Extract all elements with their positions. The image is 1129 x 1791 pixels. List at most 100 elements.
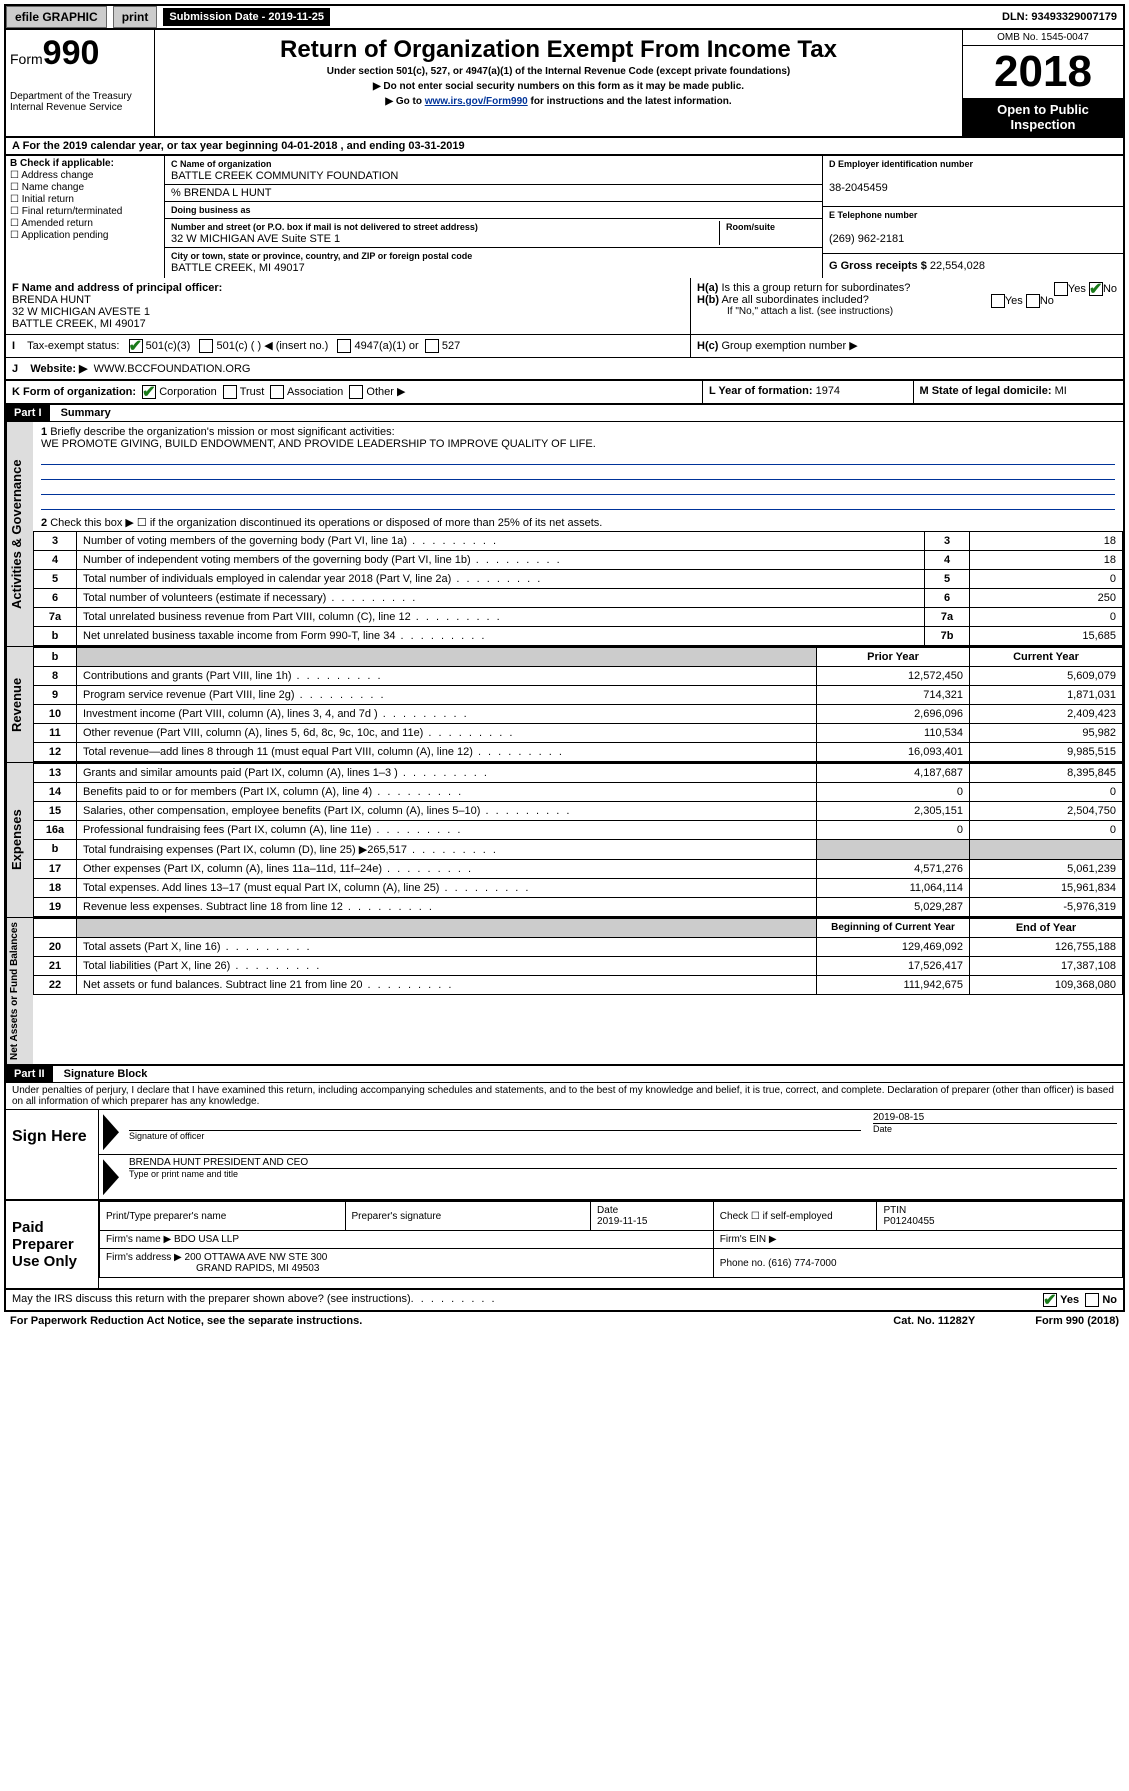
sig-officer-label: Signature of officer bbox=[129, 1130, 861, 1141]
chk-501c[interactable] bbox=[199, 339, 213, 353]
part1-title: Summary bbox=[53, 407, 111, 419]
vlabel-net: Net Assets or Fund Balances bbox=[6, 918, 33, 1064]
vlabel-expenses: Expenses bbox=[6, 763, 33, 917]
chk-name[interactable]: ☐ Name change bbox=[10, 182, 160, 193]
hb-no[interactable] bbox=[1026, 294, 1040, 308]
print-button[interactable]: print bbox=[113, 6, 158, 28]
chk-pending[interactable]: ☐ Application pending bbox=[10, 230, 160, 241]
q1: Briefly describe the organization's miss… bbox=[50, 426, 394, 438]
part2-header: Part II bbox=[6, 1066, 53, 1082]
irs-label: Internal Revenue Service bbox=[10, 102, 150, 113]
prep-date-label: Date bbox=[597, 1205, 618, 1216]
self-employed[interactable]: Check ☐ if self-employed bbox=[713, 1202, 877, 1231]
state-domicile: MI bbox=[1055, 385, 1067, 397]
b-label: B Check if applicable: bbox=[10, 158, 114, 169]
arrow-icon bbox=[103, 1114, 119, 1150]
top-bar: efile GRAPHIC print Submission Date - 20… bbox=[4, 4, 1125, 30]
j-label: Website: ▶ bbox=[30, 363, 87, 375]
chk-assoc[interactable] bbox=[270, 385, 284, 399]
city-state-zip: BATTLE CREEK, MI 49017 bbox=[171, 262, 305, 274]
form-title: Return of Organization Exempt From Incom… bbox=[159, 36, 958, 64]
firm-addr-label: Firm's address ▶ bbox=[106, 1252, 182, 1263]
paperwork-notice: For Paperwork Reduction Act Notice, see … bbox=[10, 1315, 362, 1327]
vlabel-governance: Activities & Governance bbox=[6, 422, 33, 646]
addr-label: Number and street (or P.O. box if mail i… bbox=[171, 222, 478, 232]
g-label: G Gross receipts $ bbox=[829, 260, 927, 272]
mission-text: WE PROMOTE GIVING, BUILD ENDOWMENT, AND … bbox=[41, 438, 596, 450]
firm-addr1: 200 OTTAWA AVE NW STE 300 bbox=[185, 1252, 328, 1263]
part2-title: Signature Block bbox=[56, 1068, 148, 1080]
chk-final[interactable]: ☐ Final return/terminated bbox=[10, 206, 160, 217]
ha-no[interactable] bbox=[1089, 282, 1103, 296]
d-label: D Employer identification number bbox=[829, 159, 973, 169]
hb-yes[interactable] bbox=[991, 294, 1005, 308]
dept-treasury: Department of the Treasury bbox=[10, 91, 150, 102]
phone: (269) 962-2181 bbox=[829, 233, 904, 245]
ptin: P01240455 bbox=[883, 1216, 934, 1227]
governance-table: 3Number of voting members of the governi… bbox=[33, 531, 1123, 646]
chk-trust[interactable] bbox=[223, 385, 237, 399]
open-public: Open to Public Inspection bbox=[963, 98, 1123, 136]
ein: 38-2045459 bbox=[829, 182, 888, 194]
ssn-note: ▶ Do not enter social security numbers o… bbox=[159, 81, 958, 92]
arrow-icon bbox=[103, 1159, 119, 1195]
year-formation: 1974 bbox=[816, 385, 840, 397]
street-address: 32 W MICHIGAN AVE Suite STE 1 bbox=[171, 233, 340, 245]
omb-number: OMB No. 1545-0047 bbox=[963, 30, 1123, 46]
vlabel-revenue: Revenue bbox=[6, 647, 33, 762]
prep-name-label: Print/Type preparer's name bbox=[106, 1211, 226, 1222]
chk-initial[interactable]: ☐ Initial return bbox=[10, 194, 160, 205]
k-label: K Form of organization: bbox=[12, 386, 136, 398]
chk-amended[interactable]: ☐ Amended return bbox=[10, 218, 160, 229]
website-url[interactable]: WWW.BCCFOUNDATION.ORG bbox=[94, 363, 251, 375]
sig-date: 2019-08-15 bbox=[873, 1112, 1117, 1123]
expenses-table: 13Grants and similar amounts paid (Part … bbox=[33, 763, 1123, 917]
submission-date: Submission Date - 2019-11-25 bbox=[163, 8, 330, 26]
care-of: % BRENDA L HUNT bbox=[171, 187, 271, 199]
officer-printed-name: BRENDA HUNT PRESIDENT AND CEO bbox=[129, 1157, 1117, 1168]
hb-note: If "No," attach a list. (see instruction… bbox=[697, 306, 1117, 317]
chk-527[interactable] bbox=[425, 339, 439, 353]
ha-yes[interactable] bbox=[1054, 282, 1068, 296]
perjury-statement: Under penalties of perjury, I declare th… bbox=[4, 1083, 1125, 1109]
tax-year-range: For the 2019 calendar year, or tax year … bbox=[23, 140, 465, 152]
firm-name-label: Firm's name ▶ bbox=[106, 1234, 171, 1245]
efile-button[interactable]: efile GRAPHIC bbox=[6, 6, 107, 28]
discuss-yes[interactable] bbox=[1043, 1293, 1057, 1307]
m-label: M State of legal domicile: bbox=[920, 385, 1052, 397]
chk-corp[interactable] bbox=[142, 385, 156, 399]
form-word: Form bbox=[10, 51, 43, 67]
hb-text: Are all subordinates included? bbox=[721, 294, 868, 306]
chk-4947[interactable] bbox=[337, 339, 351, 353]
officer-addr2: BATTLE CREEK, MI 49017 bbox=[12, 318, 146, 330]
chk-other[interactable] bbox=[349, 385, 363, 399]
goto-prefix: ▶ Go to bbox=[385, 96, 424, 107]
prep-sig-label: Preparer's signature bbox=[345, 1202, 591, 1231]
chk-address[interactable]: ☐ Address change bbox=[10, 170, 160, 181]
identity-block: B Check if applicable: ☐ Address change … bbox=[4, 156, 1125, 278]
irs-link[interactable]: www.irs.gov/Form990 bbox=[425, 96, 528, 107]
prep-date: 2019-11-15 bbox=[597, 1216, 647, 1227]
firm-ein-label: Firm's EIN ▶ bbox=[713, 1231, 1122, 1249]
city-label: City or town, state or province, country… bbox=[171, 251, 472, 261]
hdr-current: Current Year bbox=[970, 648, 1123, 667]
form-subtitle: Under section 501(c), 527, or 4947(a)(1)… bbox=[159, 66, 958, 77]
firm-phone-label: Phone no. bbox=[720, 1258, 766, 1269]
ha-text: Is this a group return for subordinates? bbox=[721, 282, 910, 294]
date-label: Date bbox=[873, 1123, 1117, 1134]
officer-addr1: 32 W MICHIGAN AVESTE 1 bbox=[12, 306, 150, 318]
form-number: 990 bbox=[43, 34, 100, 72]
net-assets-table: Beginning of Current Year End of Year 20… bbox=[33, 918, 1123, 995]
hdr-end: End of Year bbox=[970, 919, 1123, 938]
f-label: F Name and address of principal officer: bbox=[12, 282, 222, 294]
form-header: Form990 Department of the Treasury Inter… bbox=[4, 30, 1125, 138]
part1-header: Part I bbox=[6, 405, 50, 421]
chk-501c3[interactable] bbox=[129, 339, 143, 353]
officer-name: BRENDA HUNT bbox=[12, 294, 91, 306]
revenue-table: b Prior Year Current Year 8Contributions… bbox=[33, 647, 1123, 762]
discuss-no[interactable] bbox=[1085, 1293, 1099, 1307]
cat-no: Cat. No. 11282Y bbox=[893, 1315, 975, 1327]
firm-phone: (616) 774-7000 bbox=[768, 1258, 836, 1269]
discuss-text: May the IRS discuss this return with the… bbox=[12, 1293, 411, 1307]
row-a: A For the 2019 calendar year, or tax yea… bbox=[4, 138, 1125, 156]
